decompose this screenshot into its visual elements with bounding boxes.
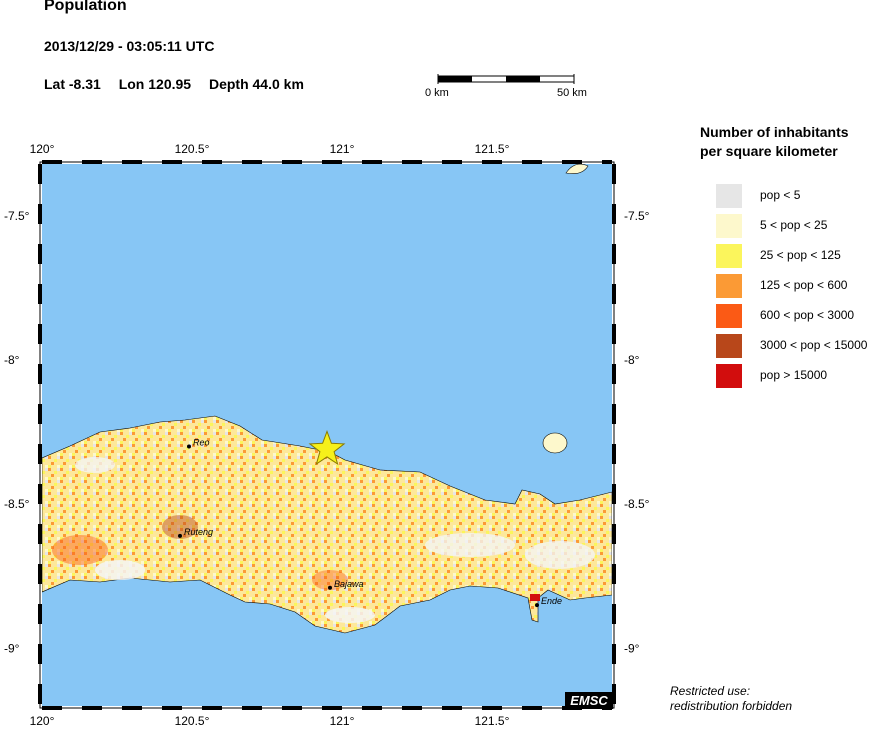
legend-label: 600 < pop < 3000 xyxy=(760,308,855,322)
event-latitude: Lat -8.31 xyxy=(44,76,101,92)
event-longitude: Lon 120.95 xyxy=(118,76,192,92)
legend-title-line2: per square kilometer xyxy=(700,143,838,159)
legend-swatch xyxy=(716,244,742,268)
small-island xyxy=(542,432,568,454)
usage-notice-line2: redistribution forbidden xyxy=(670,699,793,713)
city-label: Reo xyxy=(193,438,210,448)
x-tick-label-top: 121.5° xyxy=(475,142,510,156)
legend-swatch xyxy=(716,184,742,208)
epicenter-star xyxy=(308,429,346,466)
y-tick-label-right: -8° xyxy=(624,353,640,367)
legend-title-line1: Number of inhabitants xyxy=(700,124,849,140)
legend-swatch xyxy=(716,304,742,328)
usage-notice-line1: Restricted use: xyxy=(670,684,751,698)
legend-label: pop < 5 xyxy=(760,188,801,202)
scale-end-label: 50 km xyxy=(557,87,587,99)
y-tick-label-left: -8° xyxy=(4,353,20,367)
legend-swatch xyxy=(716,334,742,358)
scale-start-label: 0 km xyxy=(425,87,449,99)
legend-label: 3000 < pop < 15000 xyxy=(760,338,868,352)
y-tick-label-left: -7.5° xyxy=(4,209,30,223)
x-tick-label-bottom: 120° xyxy=(30,714,55,728)
population-map: 120° 120° 120.5° 120.5° 121° 121° 121.5° 121.5°… xyxy=(4,142,650,728)
legend-title: Number of inhabitants per square kilomet… xyxy=(700,123,849,161)
y-tick-label-left: -9° xyxy=(4,641,20,655)
legend-label: 25 < pop < 125 xyxy=(760,248,841,262)
emsc-logo: EMSC xyxy=(565,692,613,709)
legend-swatch xyxy=(716,214,742,238)
x-tick-label-top: 121° xyxy=(330,142,355,156)
x-tick-label-top: 120° xyxy=(30,142,55,156)
city-marker xyxy=(178,533,182,538)
city-marker xyxy=(187,444,191,449)
y-tick-label-right: -7.5° xyxy=(624,209,650,223)
event-coordinates: Lat -8.31 Lon 120.95 Depth 44.0 km xyxy=(44,76,318,92)
city-label: Ende xyxy=(541,596,562,606)
x-tick-label-top: 120.5° xyxy=(175,142,210,156)
flores-island xyxy=(42,415,612,634)
page-title: Population xyxy=(44,0,127,14)
x-tick-label-bottom: 120.5° xyxy=(175,714,210,728)
legend-label: 125 < pop < 600 xyxy=(760,278,848,292)
city-marker xyxy=(535,603,539,608)
legend-swatch xyxy=(716,364,742,388)
event-depth: Depth 44.0 km xyxy=(208,76,304,92)
city-label: Ruteng xyxy=(184,527,213,537)
legend-label: pop > 15000 xyxy=(760,368,828,382)
y-tick-label-right: -9° xyxy=(624,641,640,655)
y-tick-label-left: -8.5° xyxy=(4,497,30,511)
city-label: Bajawa xyxy=(334,579,364,589)
usage-notice: Restricted use: redistribution forbidden xyxy=(670,684,792,714)
y-tick-label-right: -8.5° xyxy=(624,497,650,511)
scale-bar xyxy=(437,74,575,84)
legend-label: 5 < pop < 25 xyxy=(760,218,828,232)
legend-swatch xyxy=(716,274,742,298)
x-tick-label-bottom: 121.5° xyxy=(475,714,510,728)
city-marker xyxy=(328,585,332,590)
x-tick-label-bottom: 121° xyxy=(330,714,355,728)
event-datetime: 2013/12/29 - 03:05:11 UTC xyxy=(44,38,215,54)
